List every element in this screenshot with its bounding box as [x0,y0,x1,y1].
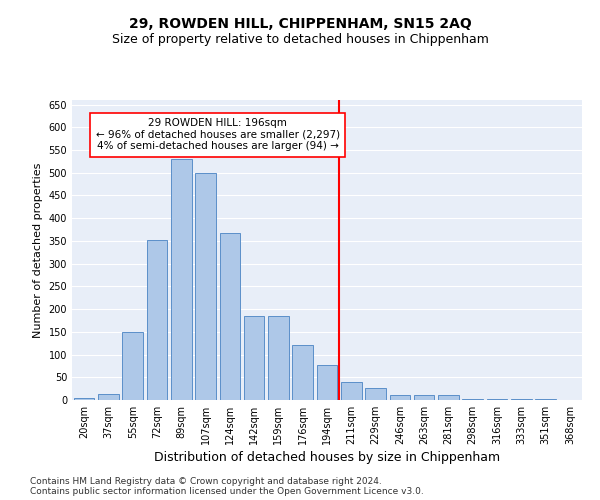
Bar [535,399,556,400]
Bar [74,398,94,400]
Text: 29 ROWDEN HILL: 196sqm
← 96% of detached houses are smaller (2,297)
4% of semi-d: 29 ROWDEN HILL: 196sqm ← 96% of detached… [95,118,340,152]
Bar [414,394,434,400]
Text: 29, ROWDEN HILL, CHIPPENHAM, SN15 2AQ: 29, ROWDEN HILL, CHIPPENHAM, SN15 2AQ [128,18,472,32]
Bar [438,396,459,400]
Bar [195,172,216,400]
Bar [463,398,483,400]
Bar [292,344,313,400]
Bar [244,316,265,400]
Bar [511,399,532,400]
Bar [365,388,386,400]
Text: Contains public sector information licensed under the Open Government Licence v3: Contains public sector information licen… [30,487,424,496]
Bar [317,365,337,400]
Text: Size of property relative to detached houses in Chippenham: Size of property relative to detached ho… [112,32,488,46]
Bar [122,332,143,400]
Text: Contains HM Land Registry data © Crown copyright and database right 2024.: Contains HM Land Registry data © Crown c… [30,477,382,486]
Bar [146,240,167,400]
Bar [171,159,191,400]
Y-axis label: Number of detached properties: Number of detached properties [33,162,43,338]
Bar [98,394,119,400]
Text: Distribution of detached houses by size in Chippenham: Distribution of detached houses by size … [154,451,500,464]
Bar [268,316,289,400]
Bar [389,394,410,400]
Bar [341,382,362,400]
Bar [487,399,508,400]
Bar [220,232,240,400]
